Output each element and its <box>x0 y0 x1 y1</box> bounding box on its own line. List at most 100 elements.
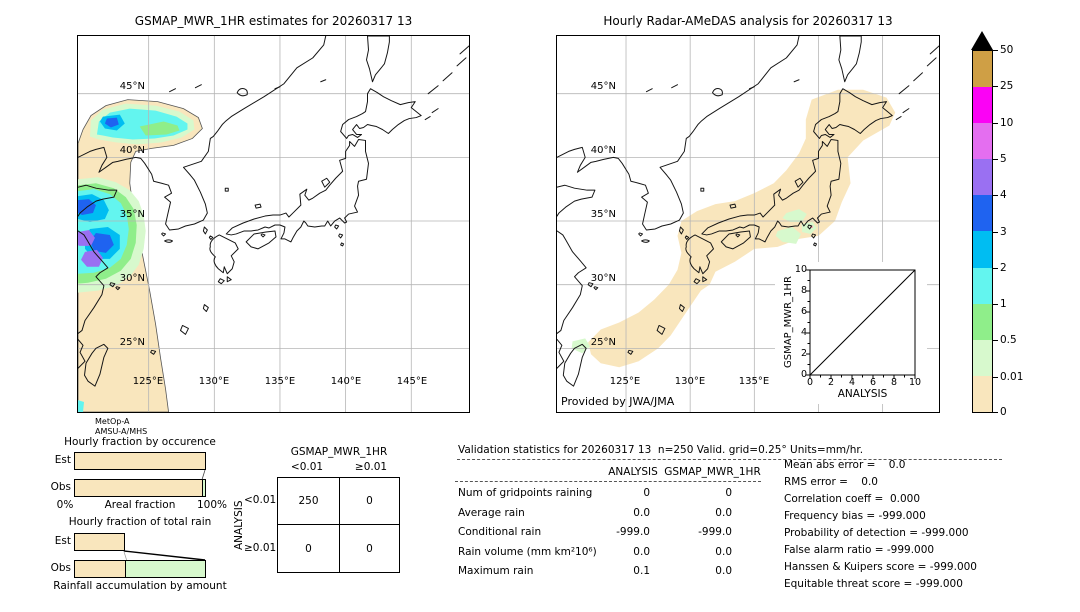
contingency-col-label: <0.01 <box>290 461 324 473</box>
contingency-cell: 250 <box>278 478 340 525</box>
contingency-row-label: ≥0.01 <box>244 542 277 554</box>
colorbar-segment <box>973 231 992 268</box>
inset-y-tick: 8 <box>800 284 807 296</box>
row-label-obs: Obs <box>50 562 71 574</box>
colorbar-tick <box>993 123 998 124</box>
score-line: Correlation coeff = 0.000 <box>784 493 920 505</box>
occurrence-chart-title: Hourly fraction by occurence <box>64 436 216 448</box>
colorbar-tick <box>993 232 998 233</box>
inset-x-tick: 8 <box>890 377 898 388</box>
stat-gsmap-value: 0 <box>725 487 732 499</box>
colorbar-segment <box>973 303 992 340</box>
contingency-header: GSMAP_MWR_1HR <box>290 446 388 458</box>
row-label-est: Est <box>54 454 71 466</box>
contingency-cell: 0 <box>366 542 373 555</box>
bar-segment-lightrain <box>202 480 205 496</box>
inset-y-tick: 6 <box>800 305 807 317</box>
inset-x-axis-label: ANALYSIS <box>837 388 888 400</box>
colorbar-tick-label: 4 <box>1000 189 1007 201</box>
colorbar-tick-label: 1 <box>1000 298 1007 310</box>
inset-x-tick: 10 <box>908 377 922 388</box>
occurrence-obs-bar <box>74 479 206 497</box>
sensor-name: MetOp-A <box>95 417 130 426</box>
colorbar-segment <box>973 159 992 196</box>
lon-label: 140°E <box>330 376 362 387</box>
row-label-obs: Obs <box>50 481 71 493</box>
right-map-title: Hourly Radar-AMeDAS analysis for 2026031… <box>603 14 893 28</box>
bar-segment-norain <box>75 480 203 496</box>
score-line: False alarm ratio = -999.000 <box>784 544 935 556</box>
inset-y-tick: 0 <box>800 368 807 380</box>
lat-label: 40°N <box>590 145 616 156</box>
left-map-canvas <box>77 35 470 413</box>
colorbar-segment <box>973 339 992 376</box>
stats-col-analysis: ANALYSIS <box>608 466 658 478</box>
stat-label: Average rain <box>458 506 525 519</box>
one-to-one-line <box>809 269 916 376</box>
inset-x-tick: 0 <box>806 377 814 388</box>
lon-label: 125°E <box>609 376 641 387</box>
score-line: Equitable threat score = -999.000 <box>784 578 963 590</box>
inset-x-tick: 6 <box>869 377 877 388</box>
colorbar-tick-label: 50 <box>1000 44 1014 56</box>
stats-row: Average rain 0.0 0.0 <box>458 507 758 521</box>
colorbar-tick-label: 3 <box>1000 226 1007 238</box>
totalrain-chart-caption: Rainfall accumulation by amount <box>53 580 227 592</box>
totalrain-chart-title: Hourly fraction of total rain <box>68 516 212 528</box>
lat-label: 45°N <box>119 81 145 92</box>
stat-label: Num of gridpoints raining <box>458 487 593 499</box>
score-line: Frequency bias = -999.000 <box>784 510 926 522</box>
colorbar-tick-label: 5 <box>1000 153 1007 165</box>
radar-precip-cells <box>571 209 817 354</box>
stats-divider <box>455 481 761 482</box>
inset-x-tick: 2 <box>827 377 835 388</box>
lon-label: 130°E <box>674 376 706 387</box>
precip-cells <box>78 103 195 412</box>
stat-gsmap-value: 0.0 <box>715 565 732 577</box>
lon-label: 135°E <box>738 376 770 387</box>
lat-label: 35°N <box>119 209 145 220</box>
colorbar-tick-label: 2 <box>1000 262 1007 274</box>
lat-label: 45°N <box>590 81 616 92</box>
contingency-row-label: <0.01 <box>244 494 277 506</box>
contingency-cell: 0 <box>340 478 399 525</box>
colorbar-tick <box>993 195 998 196</box>
stat-analysis-value: 0 <box>643 487 650 499</box>
stat-gsmap-value: 0.0 <box>715 545 732 558</box>
inset-y-tick: 10 <box>794 263 807 275</box>
contingency-table: 250 0 0 0 <box>277 477 400 573</box>
bar-segment-lightrain <box>125 561 205 577</box>
lat-label: 40°N <box>119 145 145 156</box>
colorbar-tick <box>993 412 998 413</box>
x-axis-label: Areal fraction <box>104 499 176 511</box>
stats-row: Rain volume (mm km²10⁶) 0.0 0.0 <box>458 546 758 560</box>
colorbar-segment <box>973 195 992 232</box>
inset-y-axis-label: GSMAP_MWR_1HR <box>783 276 794 369</box>
colorbar-tick <box>993 304 998 305</box>
score-line: Mean abs error = 0.0 <box>784 459 906 471</box>
inset-scatter-plot <box>806 269 916 379</box>
score-line: Probability of detection = -999.000 <box>784 527 969 539</box>
colorbar-tick <box>993 86 998 87</box>
connector-totalrain-inner <box>123 550 127 561</box>
bar-segment-norain <box>75 561 126 577</box>
contingency-cell: 0 <box>278 525 340 572</box>
lat-label: 35°N <box>590 209 616 220</box>
colorbar-tick <box>993 340 998 341</box>
stat-label: Conditional rain <box>458 526 542 538</box>
stats-divider <box>457 459 1002 460</box>
colorbar-tick-label: 0 <box>1000 406 1007 418</box>
x-axis-max: 100% <box>196 499 228 511</box>
lon-label: 125°E <box>132 376 164 387</box>
colorbar-overflow-triangle <box>971 31 993 50</box>
lon-label: 135°E <box>264 376 296 387</box>
colorbar-segment <box>973 267 992 304</box>
stats-row: Num of gridpoints raining 0 0 <box>458 487 758 501</box>
bar-connector-lines <box>123 469 206 561</box>
colorbar-tick <box>993 159 998 160</box>
stats-col-gsmap: GSMAP_MWR_1HR <box>664 466 761 478</box>
sensor-channel: AMSU-A/MHS <box>95 427 148 436</box>
data-credit: Provided by JWA/JMA <box>561 395 675 408</box>
left-map-title: GSMAP_MWR_1HR estimates for 20260317 13 <box>134 14 413 28</box>
stats-title: Validation statistics for 20260317 13 n=… <box>458 444 864 456</box>
